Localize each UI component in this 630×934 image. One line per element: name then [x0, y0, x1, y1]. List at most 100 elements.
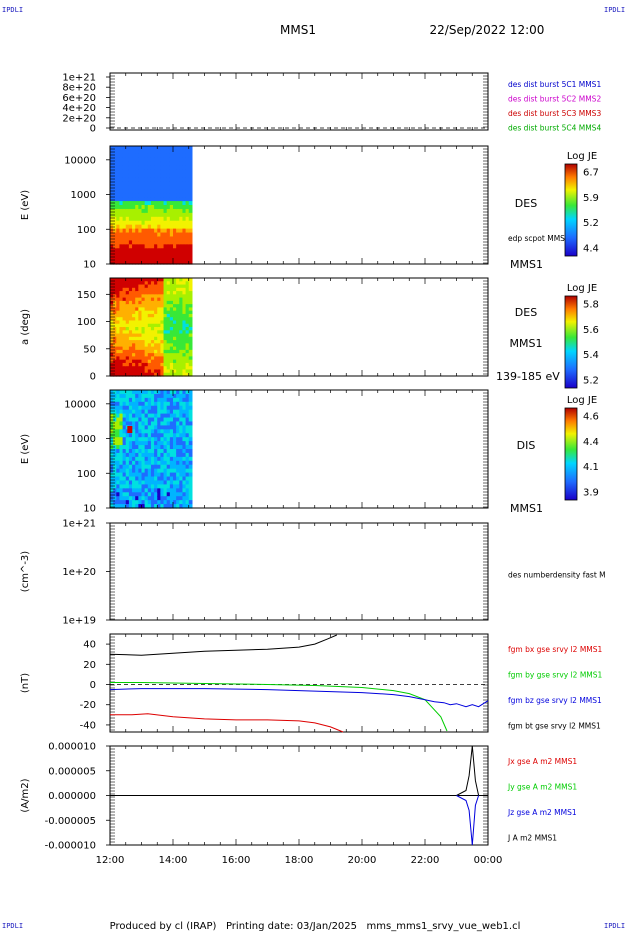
panel-frame [109, 72, 489, 131]
y-tick-label: 50 [83, 344, 96, 355]
mission-title: MMS1 [280, 23, 316, 37]
y-tick-label: 0 [90, 680, 96, 691]
legend-entry: Jz gse A m2 MMS1 [507, 808, 577, 817]
legend-entry: des dist burst 5C2 MMS2 [508, 95, 601, 104]
y-tick-label: 0.000010 [48, 742, 96, 753]
x-tick-label: 00:00 [474, 855, 503, 866]
y-tick-label: -40 [80, 720, 96, 731]
y-axis-label: (cm^-3) [20, 551, 31, 592]
series-line [110, 713, 344, 733]
colorbar-tick-label: 5.2 [583, 218, 599, 229]
y-tick-label: 1e+20 [62, 567, 96, 578]
y-tick-label: 100 [77, 469, 96, 480]
x-tick-label: 18:00 [285, 855, 314, 866]
heatmap-dis_e [110, 390, 193, 509]
colorbar-tick-label: 6.7 [583, 168, 599, 179]
x-tick-label: 14:00 [159, 855, 188, 866]
series-line [109, 634, 337, 656]
corner-mark-top-left: IPDLI [2, 6, 24, 14]
x-tick-label: 12:00 [96, 855, 125, 866]
y-axis-label: (nT) [20, 673, 31, 693]
panel-des_e: 10000 1000 100 10 E (eV) DES edp scpot MMS1 MMS… [20, 145, 599, 271]
corner-mark-bottom-right: IPDLI [604, 922, 626, 930]
panel-des_pa: 150 100 50 0 a (deg) DES MMS1 139-185 eV Log JE 5… [20, 277, 599, 389]
series-line [456, 795, 480, 846]
series-line [110, 682, 448, 732]
y-axis-label: E (eV) [20, 190, 31, 220]
colorbar-tick-label: 5.8 [583, 300, 599, 311]
corner-mark-bottom-left: IPDLI [2, 922, 24, 930]
panel-fgm: fgm bx gse srvy l2 MMS1 fgm by gse srvy l… [20, 633, 603, 733]
x-tick-label: 22:00 [411, 855, 440, 866]
colorbar [564, 163, 578, 257]
panel-current: Jx gse A m2 MMS1 Jy gse A m2 MMS1 Jz gse A… [20, 742, 577, 852]
y-tick-label: 100 [77, 225, 96, 236]
footer-text: Produced by cl (IRAP) Printing date: 03/… [110, 921, 521, 932]
y-axis-label: (A/m2) [20, 778, 31, 812]
series-line [314, 745, 480, 796]
colorbar-tick-label: 4.4 [583, 244, 599, 255]
colorbar-tick-label: 4.6 [583, 412, 599, 423]
legend-entry: des dist burst 5C1 MMS1 [508, 80, 601, 89]
y-tick-label: 40 [83, 640, 96, 651]
instrument-label: DIS [517, 439, 536, 452]
series-line [109, 688, 489, 708]
extra-label: edp scpot MMS1 [508, 234, 570, 243]
legend-entry: Jy gse A m2 MMS1 [507, 783, 577, 792]
datetime-title: 22/Sep/2022 12:00 [430, 23, 545, 37]
dis-hotspot [127, 426, 133, 433]
x-tick-label: 20:00 [348, 855, 377, 866]
legend-entry: des dist burst 5C3 MMS3 [508, 109, 601, 118]
panel-frame [109, 522, 489, 621]
legend-entry: fgm bt gse srvy l2 MMS1 [508, 722, 601, 731]
y-tick-label: 10 [83, 260, 96, 271]
legend-entry: des dist burst 5C4 MMS4 [508, 124, 601, 133]
y-tick-label: 1e+19 [62, 616, 96, 627]
instrument-label: DES [515, 197, 537, 210]
legend-entry: des numberdensity fast M [508, 571, 606, 580]
y-tick-label: -0.000005 [45, 816, 96, 827]
panel-density: des numberdensity fast M 1e+21 1e+20 1e+19 (… [20, 519, 606, 627]
y-tick-label: 0 [90, 124, 96, 135]
bottom-label: 139-185 eV [496, 370, 560, 383]
colorbar-tick-label: 4.1 [583, 462, 599, 473]
y-axis-label: a (deg) [20, 309, 31, 345]
y-tick-label: 20 [83, 660, 96, 671]
legend-entry: Jx gse A m2 MMS1 [507, 757, 577, 766]
y-tick-label: 0.000005 [48, 766, 96, 777]
y-tick-label: 10000 [64, 155, 96, 166]
y-tick-label: 10 [83, 504, 96, 515]
x-tick-label: 16:00 [222, 855, 251, 866]
y-tick-label: 0 [90, 372, 96, 383]
legend-entry: fgm by gse srvy l2 MMS1 [508, 671, 603, 680]
colorbar-title: Log JE [567, 283, 597, 294]
legend-entry: fgm bz gse srvy l2 MMS1 [508, 696, 602, 705]
y-tick-label: 6e+20 [62, 93, 96, 104]
extra-label: MMS1 [510, 337, 543, 350]
y-tick-label: -20 [80, 700, 96, 711]
colorbar-tick-label: 5.6 [583, 325, 599, 336]
y-tick-label: 1e+21 [62, 73, 96, 84]
colorbar-tick-label: 5.9 [583, 193, 599, 204]
colorbar [564, 407, 578, 501]
bottom-label: MMS1 [510, 502, 543, 515]
y-axis-label: E (eV) [20, 434, 31, 464]
y-tick-label: -0.000010 [45, 841, 96, 852]
panel-dis_e: 10000 1000 100 10 E (eV) DIS MMS1 Log JE 4.6 4.4 4… [20, 389, 599, 515]
colorbar [564, 295, 578, 389]
heatmap-des_e [110, 146, 193, 265]
colorbar-title: Log JE [567, 151, 597, 162]
y-tick-label: 2e+20 [62, 113, 96, 124]
y-tick-label: 1000 [71, 190, 96, 201]
y-tick-label: 0.000000 [48, 791, 96, 802]
legend-entry: fgm bx gse srvy l2 MMS1 [508, 645, 603, 654]
heatmap-des_pa [110, 278, 193, 377]
y-tick-label: 100 [77, 317, 96, 328]
y-tick-label: 1e+21 [62, 519, 96, 530]
colorbar-tick-label: 5.4 [583, 350, 599, 361]
legend-entry: J A m2 MMS1 [507, 834, 557, 843]
y-tick-label: 1000 [71, 434, 96, 445]
panel-dist: des dist burst 5C1 MMS1 des dist burst 5C… [62, 72, 601, 135]
colorbar-tick-label: 3.9 [583, 488, 599, 499]
